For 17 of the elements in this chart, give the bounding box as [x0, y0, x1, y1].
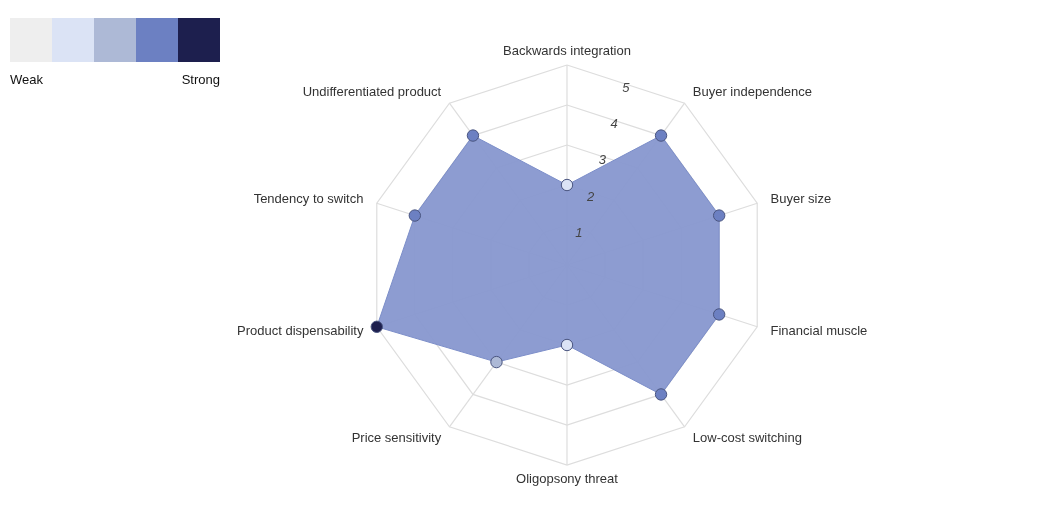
spoke-label: Backwards integration [503, 43, 631, 58]
spoke-label: Oligopsony threat [516, 471, 619, 486]
y-tick-label: 1 [575, 224, 583, 240]
y-tick-label: 2 [585, 188, 595, 204]
text: Strong [181, 72, 220, 87]
spoke-label: Undifferentiated product [302, 83, 442, 99]
spoke-label: Price sensitivity [351, 430, 442, 446]
spoke-label: Buyer independence [692, 83, 813, 99]
spoke-label: Buyer size [770, 190, 832, 206]
spoke-label: Product dispensability [237, 323, 364, 339]
text: Weak [10, 72, 44, 87]
spoke-label: Tendency to switch [253, 190, 364, 206]
y-tick-label: 3 [598, 152, 607, 168]
y-tick-label: 4 [610, 116, 618, 132]
spoke-label: Financial muscle [770, 323, 868, 339]
spoke-label: Low-cost switching [692, 430, 802, 446]
y-tick-label: 5 [622, 80, 631, 96]
